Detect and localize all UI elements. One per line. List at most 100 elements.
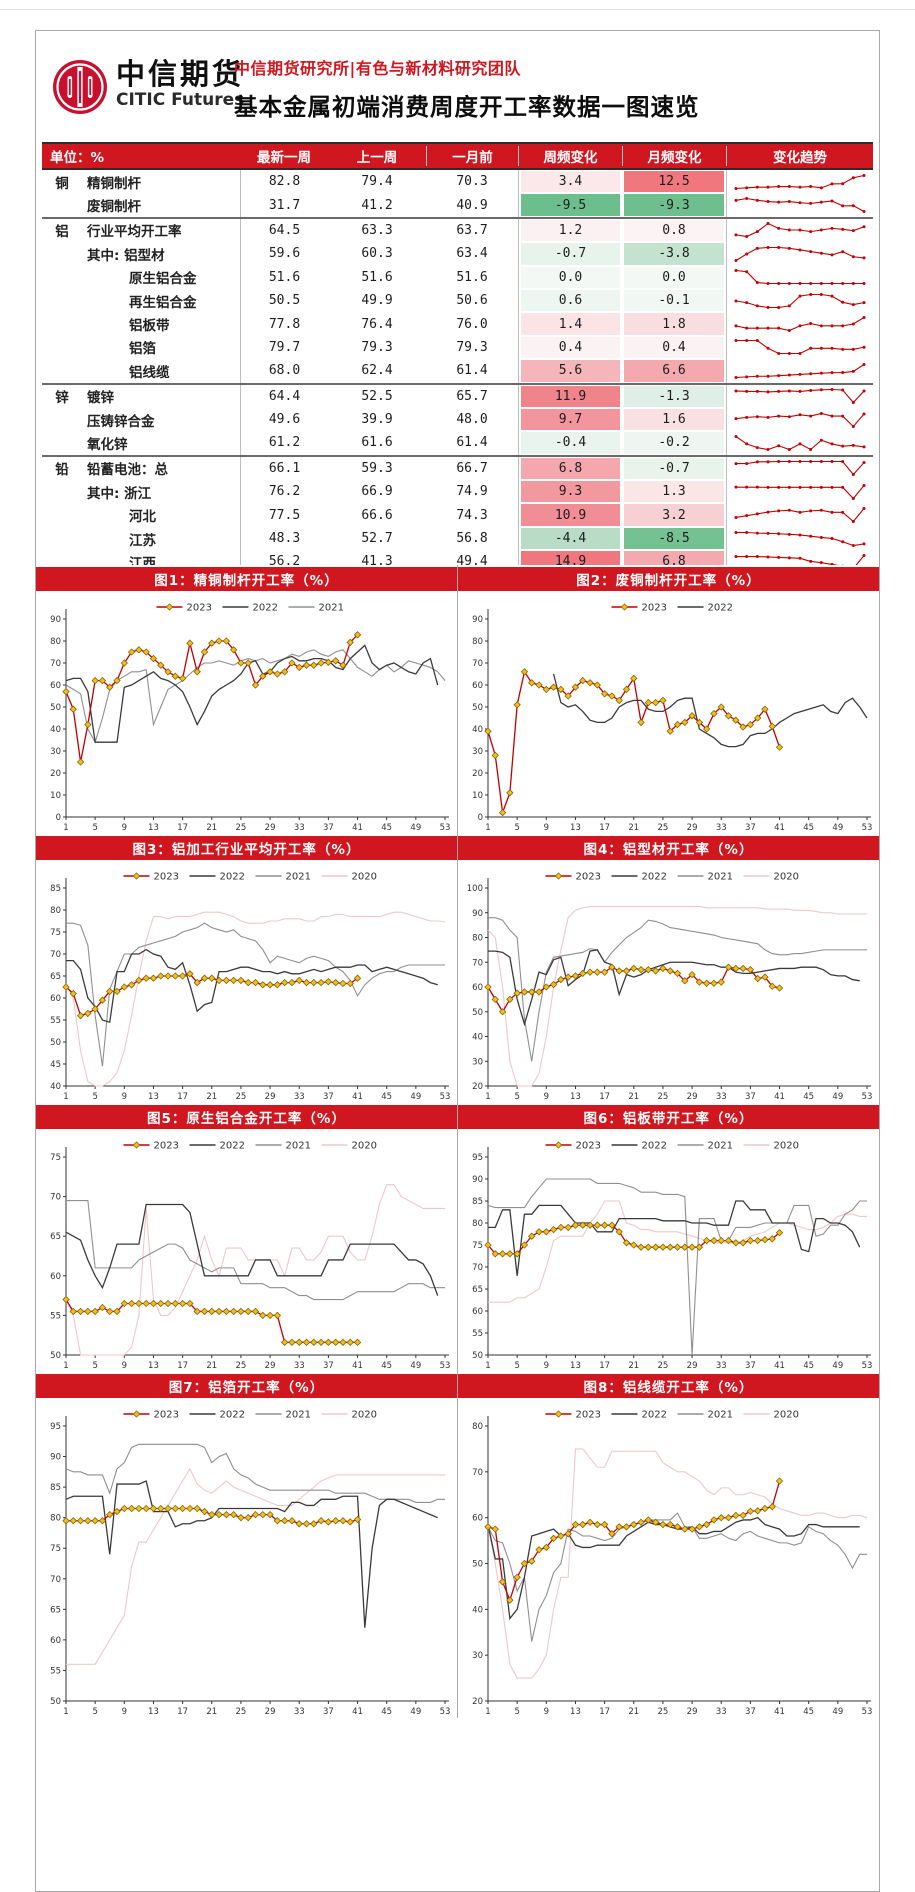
svg-text:9: 9 bbox=[122, 823, 127, 833]
sparkline-svg bbox=[734, 460, 866, 477]
svg-text:80: 80 bbox=[472, 1219, 483, 1229]
table-row: 铝板带 77.8 76.4 76.0 1.4 1.8 bbox=[42, 312, 873, 336]
value-month-ago: 63.7 bbox=[456, 222, 488, 238]
chart-cell: 图6：铝板带开工率（%） 50 55 60 65 70 75 80 85 90 95 1 5 9 13 17 2… bbox=[457, 1103, 879, 1372]
chart-canvas: 50 55 60 65 70 75 80 85 90 95 1 5 9 13 17 21 25 29 33 37 41 4… bbox=[472, 1141, 872, 1372]
svg-text:41: 41 bbox=[352, 823, 363, 833]
value-month-ago: 61.4 bbox=[456, 435, 488, 451]
chart-canvas: 0 10 20 30 40 50 60 70 80 90 1 5 9 13 17 21 25 29 33 37 41 45… bbox=[50, 603, 450, 834]
trend-sparkline bbox=[726, 335, 873, 360]
page-frame: 中信期货 CITIC Futures 中信期货研究所|有色与新材料研究团队 基本… bbox=[35, 30, 880, 1892]
column-header: 变化趋势 bbox=[726, 146, 873, 166]
svg-text:65: 65 bbox=[50, 972, 61, 982]
sparkline-svg bbox=[734, 507, 866, 524]
svg-text:55: 55 bbox=[472, 1329, 483, 1339]
wow-change-value: 0.4 bbox=[521, 336, 620, 359]
wow-change-cell: 9.7 bbox=[518, 407, 622, 432]
svg-text:49: 49 bbox=[410, 1092, 421, 1102]
value-latest: 50.5 bbox=[240, 288, 328, 313]
svg-text:2020: 2020 bbox=[352, 1141, 377, 1152]
chart-title: 图4：铝型材开工率（%） bbox=[458, 836, 879, 860]
chart-canvas: 20 30 40 50 60 70 80 90 100 1 5 9 13 17 21 25 29 33 37 41 45… bbox=[467, 872, 873, 1103]
chart-title: 图5：原生铝合金开工率（%） bbox=[36, 1105, 457, 1129]
svg-text:60: 60 bbox=[50, 994, 61, 1004]
svg-text:50: 50 bbox=[472, 1008, 483, 1018]
column-header: 一月前 bbox=[426, 146, 518, 166]
title-block: 中信期货研究所|有色与新材料研究团队 基本金属初端消费周度开工率数据一图速览 bbox=[234, 55, 874, 122]
svg-text:70: 70 bbox=[50, 950, 61, 960]
chart-cell: 图4：铝型材开工率（%） 20 30 40 50 60 70 80 90 100 1 5 9 13 17 21… bbox=[457, 834, 879, 1103]
value-prev: 51.6 bbox=[361, 269, 393, 285]
svg-text:75: 75 bbox=[50, 928, 61, 938]
svg-text:85: 85 bbox=[50, 884, 61, 894]
svg-text:41: 41 bbox=[774, 1092, 785, 1102]
svg-text:20: 20 bbox=[472, 1082, 483, 1092]
table-row: 铝线缆 68.0 62.4 61.4 5.6 6.6 bbox=[42, 359, 873, 383]
wow-change-value: -0.4 bbox=[521, 432, 620, 454]
value-latest: 66.1 bbox=[240, 456, 328, 481]
value-month-ago: 50.6 bbox=[456, 293, 488, 309]
sparkline-svg bbox=[734, 245, 866, 262]
svg-text:1: 1 bbox=[63, 1361, 68, 1371]
mom-change-value: 0.0 bbox=[624, 266, 724, 288]
svg-text:33: 33 bbox=[716, 1707, 727, 1717]
value-prev: 60.3 bbox=[361, 246, 393, 262]
svg-text:95: 95 bbox=[472, 1153, 483, 1163]
sparkline-svg bbox=[734, 292, 866, 309]
svg-text:49: 49 bbox=[410, 1707, 421, 1717]
table-header: 单位：% 最新一周 上一周 一月前 周频变化 月频变化 变化趋势 bbox=[42, 142, 873, 170]
value-month-ago: 65.7 bbox=[456, 388, 488, 404]
svg-text:45: 45 bbox=[803, 1361, 814, 1371]
svg-text:2020: 2020 bbox=[774, 1141, 799, 1152]
svg-text:75: 75 bbox=[472, 1241, 483, 1251]
svg-text:9: 9 bbox=[544, 1707, 549, 1717]
value-latest: 59.6 bbox=[240, 242, 328, 266]
svg-text:2022: 2022 bbox=[642, 1410, 667, 1421]
svg-text:29: 29 bbox=[265, 823, 276, 833]
value-latest: 76.2 bbox=[240, 480, 328, 504]
table-row: 原生铝合金 51.6 51.6 51.6 0.0 0.0 bbox=[42, 265, 873, 289]
trend-sparkline bbox=[726, 265, 873, 289]
rates-table: 单位：% 最新一周 上一周 一月前 周频变化 月频变化 变化趋势铜 精铜制杆 82.8 79.4 7… bbox=[42, 142, 873, 600]
svg-text:29: 29 bbox=[687, 1707, 698, 1717]
svg-text:29: 29 bbox=[687, 1361, 698, 1371]
sparkline-svg bbox=[734, 222, 866, 239]
svg-text:5: 5 bbox=[92, 823, 97, 833]
svg-text:60: 60 bbox=[472, 1307, 483, 1317]
wow-change-value: -9.5 bbox=[521, 194, 620, 216]
mom-change-value: 3.2 bbox=[624, 504, 724, 526]
svg-text:25: 25 bbox=[658, 1361, 669, 1371]
mom-change-value: 0.4 bbox=[624, 336, 724, 359]
wow-change-value: 11.9 bbox=[521, 385, 620, 407]
sparkline-svg bbox=[734, 411, 866, 428]
wow-change-cell: 9.3 bbox=[518, 480, 622, 504]
svg-text:49: 49 bbox=[410, 823, 421, 833]
row-name: 原生铝合金 bbox=[129, 271, 197, 288]
svg-text:13: 13 bbox=[148, 1707, 159, 1717]
wow-change-cell: 11.9 bbox=[518, 384, 622, 408]
column-header: 最新一周 bbox=[257, 150, 311, 166]
row-name: 河北 bbox=[129, 509, 156, 526]
svg-text:20: 20 bbox=[472, 769, 483, 779]
mom-change-value: -0.7 bbox=[624, 457, 724, 480]
svg-text:45: 45 bbox=[381, 1361, 392, 1371]
svg-text:9: 9 bbox=[544, 1361, 549, 1371]
row-name: 铝箔 bbox=[129, 341, 156, 358]
svg-text:13: 13 bbox=[570, 1361, 581, 1371]
svg-text:55: 55 bbox=[50, 1666, 61, 1676]
wow-change-value: 0.0 bbox=[521, 266, 620, 288]
value-prev: 49.9 bbox=[361, 293, 393, 309]
svg-text:25: 25 bbox=[658, 823, 669, 833]
svg-text:2022: 2022 bbox=[642, 872, 667, 883]
svg-text:2021: 2021 bbox=[319, 603, 344, 614]
mom-change-value: -3.8 bbox=[624, 243, 724, 265]
svg-text:65: 65 bbox=[50, 1605, 61, 1615]
trend-sparkline bbox=[726, 456, 873, 481]
table-row: 废铜制杆 31.7 41.2 40.9 -9.5 -9.3 bbox=[42, 193, 873, 217]
chart-title: 图6：铝板带开工率（%） bbox=[458, 1105, 879, 1129]
wow-change-cell: 0.0 bbox=[518, 265, 622, 289]
svg-text:70: 70 bbox=[472, 958, 483, 968]
wow-change-value: 6.8 bbox=[521, 457, 620, 480]
mom-change-value: -0.2 bbox=[624, 432, 724, 454]
mom-change-value: 6.6 bbox=[624, 360, 724, 382]
